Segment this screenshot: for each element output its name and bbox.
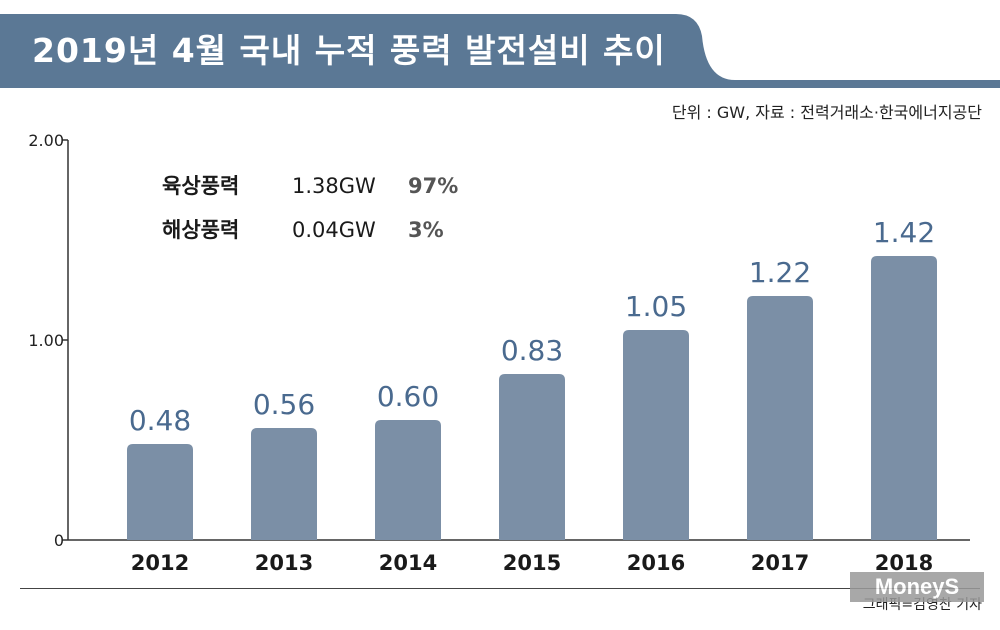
title-banner-shape bbox=[0, 14, 1000, 88]
bar-value-label: 0.83 bbox=[501, 334, 563, 367]
title-bar: 2019년 4월 국내 누적 풍력 발전설비 추이 bbox=[0, 0, 1000, 88]
bar-value-label: 0.48 bbox=[129, 404, 191, 437]
x-tick-label: 2015 bbox=[503, 551, 561, 575]
bar-2014 bbox=[375, 420, 441, 540]
footer-rule bbox=[20, 588, 980, 589]
bar-2013 bbox=[251, 428, 317, 540]
bar-2018 bbox=[871, 256, 937, 540]
x-tick-label: 2016 bbox=[627, 551, 685, 575]
bar-2017 bbox=[747, 296, 813, 540]
summary-value: 1.38GW bbox=[292, 174, 376, 198]
chart-axes: 0 1.00 2.00 bbox=[28, 131, 970, 550]
watermark-logo: MoneyS bbox=[850, 572, 984, 602]
summary-share: 97% bbox=[408, 174, 459, 198]
summary-share: 3% bbox=[408, 218, 444, 242]
x-tick-label: 2013 bbox=[255, 551, 313, 575]
title-rule bbox=[0, 82, 1000, 85]
summary-box: 육상풍력 1.38GW 97% 해상풍력 0.04GW 3% bbox=[162, 170, 458, 258]
summary-row-offshore: 해상풍력 0.04GW 3% bbox=[162, 214, 458, 258]
bar-value-label: 0.56 bbox=[253, 388, 315, 421]
bar-2012 bbox=[127, 444, 193, 540]
summary-value: 0.04GW bbox=[292, 218, 376, 242]
x-tick-label: 2014 bbox=[379, 551, 437, 575]
x-tick-label: 2018 bbox=[875, 551, 933, 575]
y-tick-label: 2.00 bbox=[28, 131, 64, 150]
chart-labels: 0.48 2012 0.56 2013 0.60 2014 0.83 2015 1.05 2016… bbox=[129, 216, 935, 575]
bar-value-label: 0.60 bbox=[377, 380, 439, 413]
chart-bars bbox=[127, 256, 937, 540]
bar-2015 bbox=[499, 374, 565, 540]
bar-value-label: 1.05 bbox=[625, 290, 687, 323]
summary-label: 해상풍력 bbox=[162, 218, 240, 242]
y-tick-label: 1.00 bbox=[28, 331, 64, 350]
bar-2016 bbox=[623, 330, 689, 540]
bar-value-label: 1.42 bbox=[873, 216, 935, 249]
y-tick-label: 0 bbox=[54, 531, 64, 550]
source-note: 단위 : GW, 자료 : 전력거래소·한국에너지공단 bbox=[671, 103, 982, 122]
x-tick-label: 2017 bbox=[751, 551, 809, 575]
summary-row-onshore: 육상풍력 1.38GW 97% bbox=[162, 170, 458, 214]
x-tick-label: 2012 bbox=[131, 551, 189, 575]
summary-label: 육상풍력 bbox=[162, 174, 240, 198]
bar-value-label: 1.22 bbox=[749, 256, 811, 289]
chart-title: 2019년 4월 국내 누적 풍력 발전설비 추이 bbox=[32, 31, 666, 70]
